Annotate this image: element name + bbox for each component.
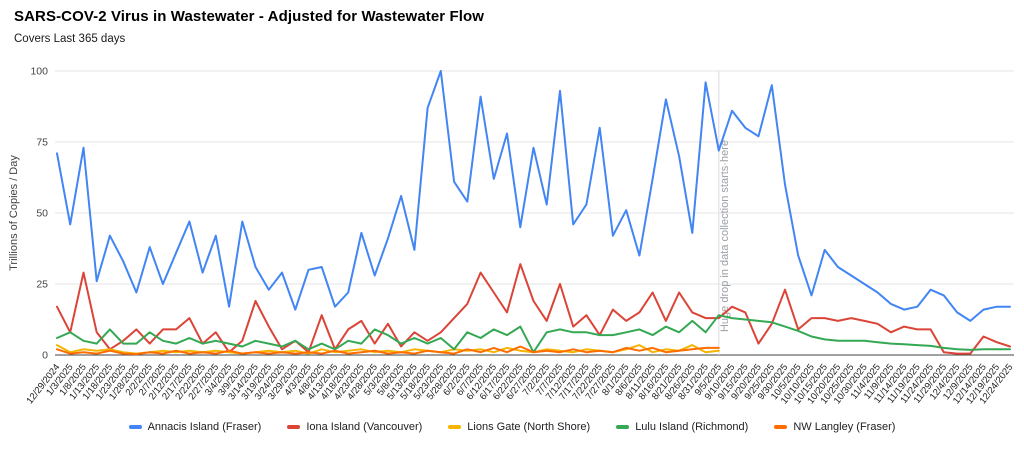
y-axis-title: Trillions of Copies / Day bbox=[8, 155, 20, 271]
series-line-annacis-island bbox=[56, 70, 1011, 322]
legend-item-annacis-island[interactable]: Annacis Island (Fraser) bbox=[128, 421, 262, 433]
legend-item-lions-gate[interactable]: Lions Gate (North Shore) bbox=[448, 421, 590, 433]
series-line-nw-langley bbox=[56, 345, 720, 356]
y-axis-tick-label: 100 bbox=[30, 66, 48, 78]
legend-swatch-lulu-island bbox=[616, 425, 630, 429]
legend-item-lulu-island[interactable]: Lulu Island (Richmond) bbox=[616, 421, 748, 433]
annotation-text: Huge drop in data collection starts·here bbox=[719, 140, 731, 332]
y-axis-tick-label: 75 bbox=[36, 137, 48, 149]
legend-label: NW Langley (Fraser) bbox=[793, 421, 896, 433]
legend-swatch-nw-langley bbox=[774, 425, 788, 429]
legend-swatch-iona-island bbox=[287, 425, 301, 429]
legend-swatch-annacis-island bbox=[128, 425, 142, 429]
y-axis-tick-label: 50 bbox=[36, 208, 48, 220]
legend: Annacis Island (Fraser) Iona Island (Vanc… bbox=[0, 421, 1024, 433]
chart-title: SARS-COV-2 Virus in Wastewater - Adjuste… bbox=[14, 8, 485, 25]
legend-label: Iona Island (Vancouver) bbox=[306, 421, 423, 433]
chart-subtitle: Covers Last 365 days bbox=[14, 33, 126, 45]
y-axis-tick-label: 25 bbox=[36, 279, 48, 291]
y-axis-tick-label: 0 bbox=[42, 350, 48, 362]
legend-label: Annacis Island (Fraser) bbox=[147, 421, 262, 433]
series-line-iona-island bbox=[56, 263, 1011, 355]
legend-item-iona-island[interactable]: Iona Island (Vancouver) bbox=[287, 421, 422, 433]
legend-swatch-lions-gate bbox=[448, 425, 462, 429]
legend-label: Lions Gate (North Shore) bbox=[467, 421, 591, 433]
legend-label: Lulu Island (Richmond) bbox=[635, 421, 749, 433]
legend-item-nw-langley[interactable]: NW Langley (Fraser) bbox=[774, 421, 895, 433]
